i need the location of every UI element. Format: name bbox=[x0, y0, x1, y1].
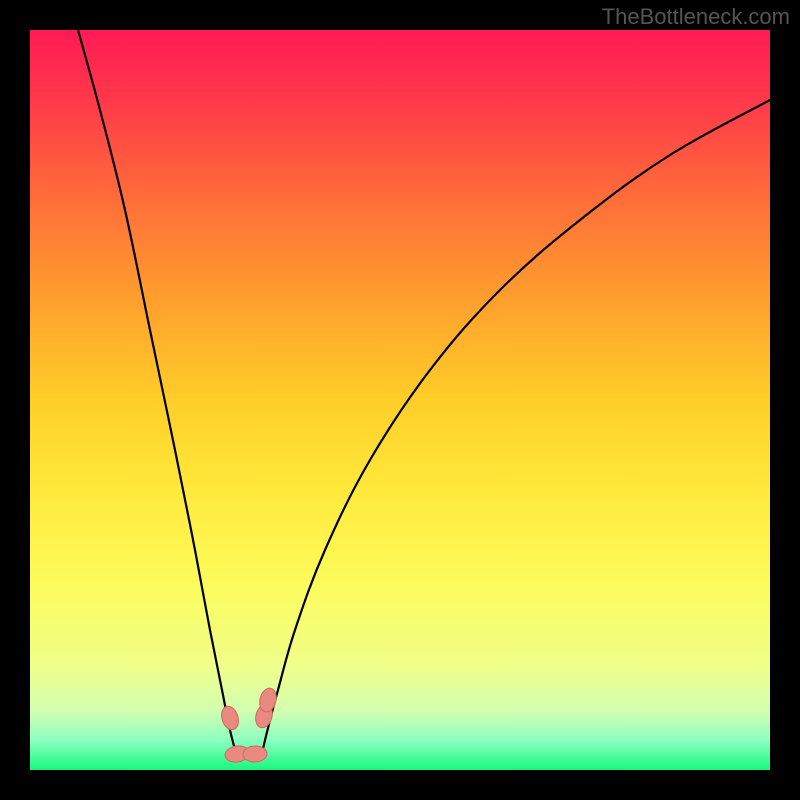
marker-capsule bbox=[243, 746, 268, 763]
bottleneck-chart bbox=[30, 30, 770, 770]
gradient-background bbox=[30, 30, 770, 770]
chart-svg bbox=[30, 30, 770, 770]
watermark-text: TheBottleneck.com bbox=[602, 4, 790, 30]
